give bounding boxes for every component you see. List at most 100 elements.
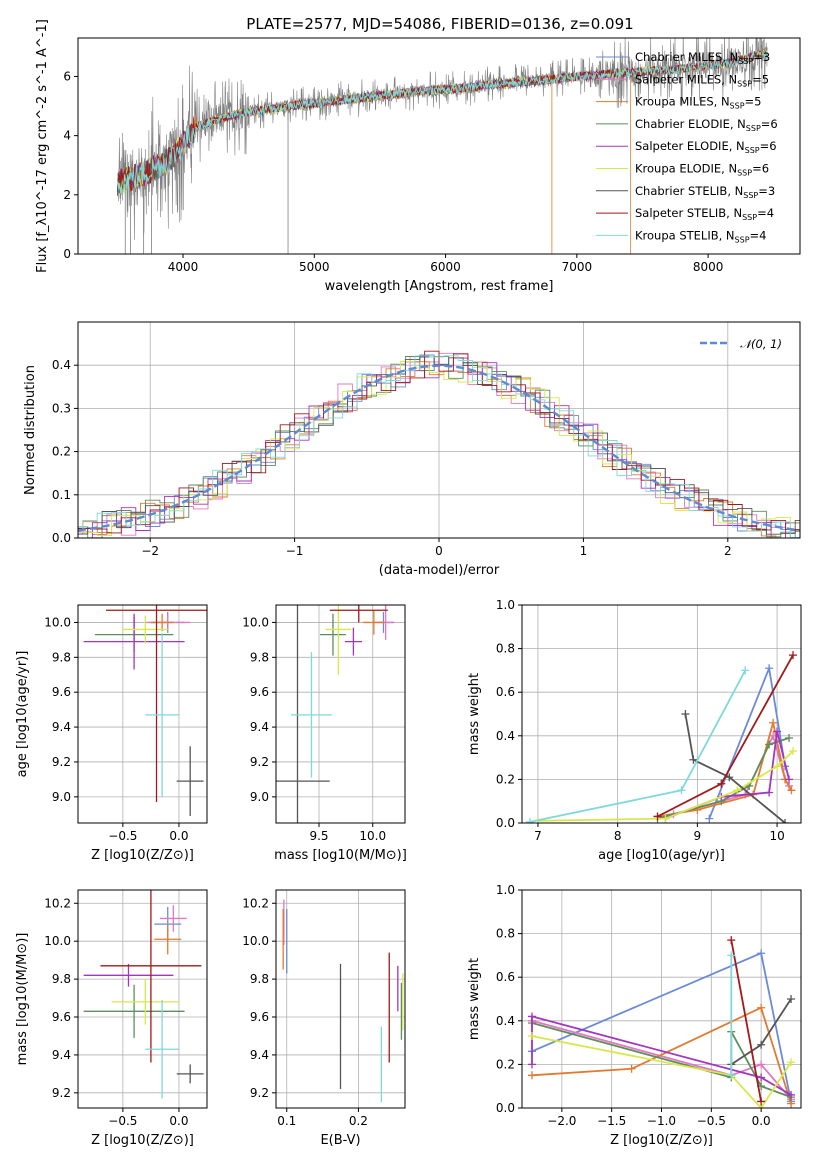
weight-point [757,1073,766,1082]
weight-point [781,819,790,823]
y-tick-label: 10.2 [242,896,269,910]
weight-point [789,747,798,756]
y-tick-label: 0.1 [52,488,71,502]
spectrum-panel: 4000 5000 6000 7000 8000 0 2 4 6 wavelength [Angs… [35,19,801,294]
x-axis-label: Z [log10(Z/Z⊙)] [610,1133,713,1148]
weight-point [773,727,782,736]
legend-label: Kroupa STELIB, NSSP=4 [635,228,766,244]
x-tick-label: 7000 [562,260,593,274]
weight-point [725,773,734,782]
weight-point [769,718,778,727]
x-tick-label: −1.0 [647,1114,676,1128]
weight-point [705,814,714,823]
axes-frame [521,604,802,824]
weight-point [757,1040,766,1049]
x-tick-label: 8000 [693,260,724,274]
axes-frame [77,604,208,824]
legend-label: Chabrier MILES, NSSP=3 [635,50,770,66]
y-tick-label: 9.8 [52,650,71,664]
y-tick-label: 0.8 [496,927,515,941]
weight-point [757,1097,766,1106]
y-tick-label: 9.4 [250,1048,269,1062]
axes-frame [77,37,801,255]
y-axis-label: mass weight [467,958,482,1040]
y-tick-label: 0.4 [496,1014,515,1028]
weight-series-line [730,939,762,1102]
y-axis-label: Normed distribution [23,365,38,495]
y-tick-label: 9.0 [52,790,71,804]
y-tick-label: 1.0 [496,598,515,612]
x-tick-label: 10.0 [359,829,386,843]
age-weight-panel: 7 8 9 10 0.0 0.2 0.4 0.6 0.8 1.0 age [log10(age/yr… [467,598,802,863]
y-tick-label: 0.0 [496,1101,515,1115]
plot-area [527,936,796,1108]
legend-label: 𝒩(0, 1) [740,337,782,351]
weight-point [527,1012,536,1021]
x-axis-label: wavelength [Angstrom, rest frame] [325,279,554,294]
y-tick-label: 9.8 [250,972,269,986]
y-tick-label: 10.0 [44,934,71,948]
axes-frame [275,604,406,824]
plot-area [83,605,207,817]
x-tick-label: 4000 [168,260,199,274]
weight-point [789,651,798,660]
x-axis-label: mass [log10(M/M⊙)] [274,848,407,863]
y-tick-label: 9.2 [52,755,71,769]
z-weight-panel: −2.0 −1.5 −1.0 −0.5 0.0 0.0 0.2 0.4 0.6 0.8 1.0 Z [… [467,883,802,1148]
x-tick-label: 10 [769,829,784,843]
x-tick-label: −0.5 [697,1114,726,1128]
x-tick-label: 0.0 [169,1114,188,1128]
weight-point [689,755,698,764]
x-tick-label: −1.5 [597,1114,626,1128]
residuals-panel: −2 −1 0 1 2 0.0 0.1 0.2 0.3 0.4 (data-model)/error… [23,321,801,578]
y-axis-label: mass weight [467,673,482,755]
plot-area [116,38,768,254]
weight-point [527,1060,536,1069]
x-tick-label: 0.0 [752,1114,771,1128]
plot-area [282,899,404,1103]
axes-frame [275,889,406,1109]
spectrum-model-line [116,49,768,196]
x-tick-label: 9 [694,829,702,843]
x-tick-label: 0.2 [349,1114,368,1128]
normal-curve [78,364,800,532]
y-tick-label: 0 [63,247,71,261]
x-axis-label: Z [log10(Z/Z⊙)] [91,1133,194,1148]
x-tick-label: 9.5 [309,829,328,843]
y-tick-label: 2 [63,188,71,202]
y-tick-label: 10.0 [242,615,269,629]
weight-series-line [684,713,786,823]
axes-frame [77,889,208,1109]
weight-point [787,1058,796,1067]
weight-point [525,817,534,823]
y-tick-label: 6 [63,69,71,83]
x-tick-label: −0.5 [108,1114,137,1128]
x-tick-label: −1 [286,544,304,558]
y-tick-label: 0.3 [52,401,71,415]
y-tick-label: 10.0 [44,615,71,629]
weight-series-line [531,1035,792,1108]
x-tick-label: −2.0 [547,1114,576,1128]
y-tick-label: 9.8 [250,650,269,664]
x-tick-label: 0.1 [277,1114,296,1128]
weight-point [757,1003,766,1012]
y-tick-label: 0.6 [496,970,515,984]
legend-label: Kroupa MILES, NSSP=5 [635,95,761,111]
x-axis-label: Z [log10(Z/Z⊙)] [91,848,194,863]
weight-series-line [531,1019,792,1100]
plot-area [276,605,395,823]
y-tick-label: 9.2 [52,1086,71,1100]
y-axis-label: age [log10(age/yr)] [15,651,30,778]
x-axis-label: (data-model)/error [379,563,500,578]
weight-point [653,812,662,821]
weight-point [527,1071,536,1080]
weight-point [661,814,670,823]
legend-label: Salpeter ELODIE, NSSP=6 [635,139,777,155]
weight-point [765,788,774,797]
plot-area [78,350,800,538]
y-tick-label: 0.4 [496,729,515,743]
weight-point [717,779,726,788]
legend-label: Chabrier STELIB, NSSP=3 [635,184,775,200]
legend-label: Chabrier ELODIE, NSSP=6 [635,117,778,133]
y-tick-label: 9.4 [52,720,71,734]
